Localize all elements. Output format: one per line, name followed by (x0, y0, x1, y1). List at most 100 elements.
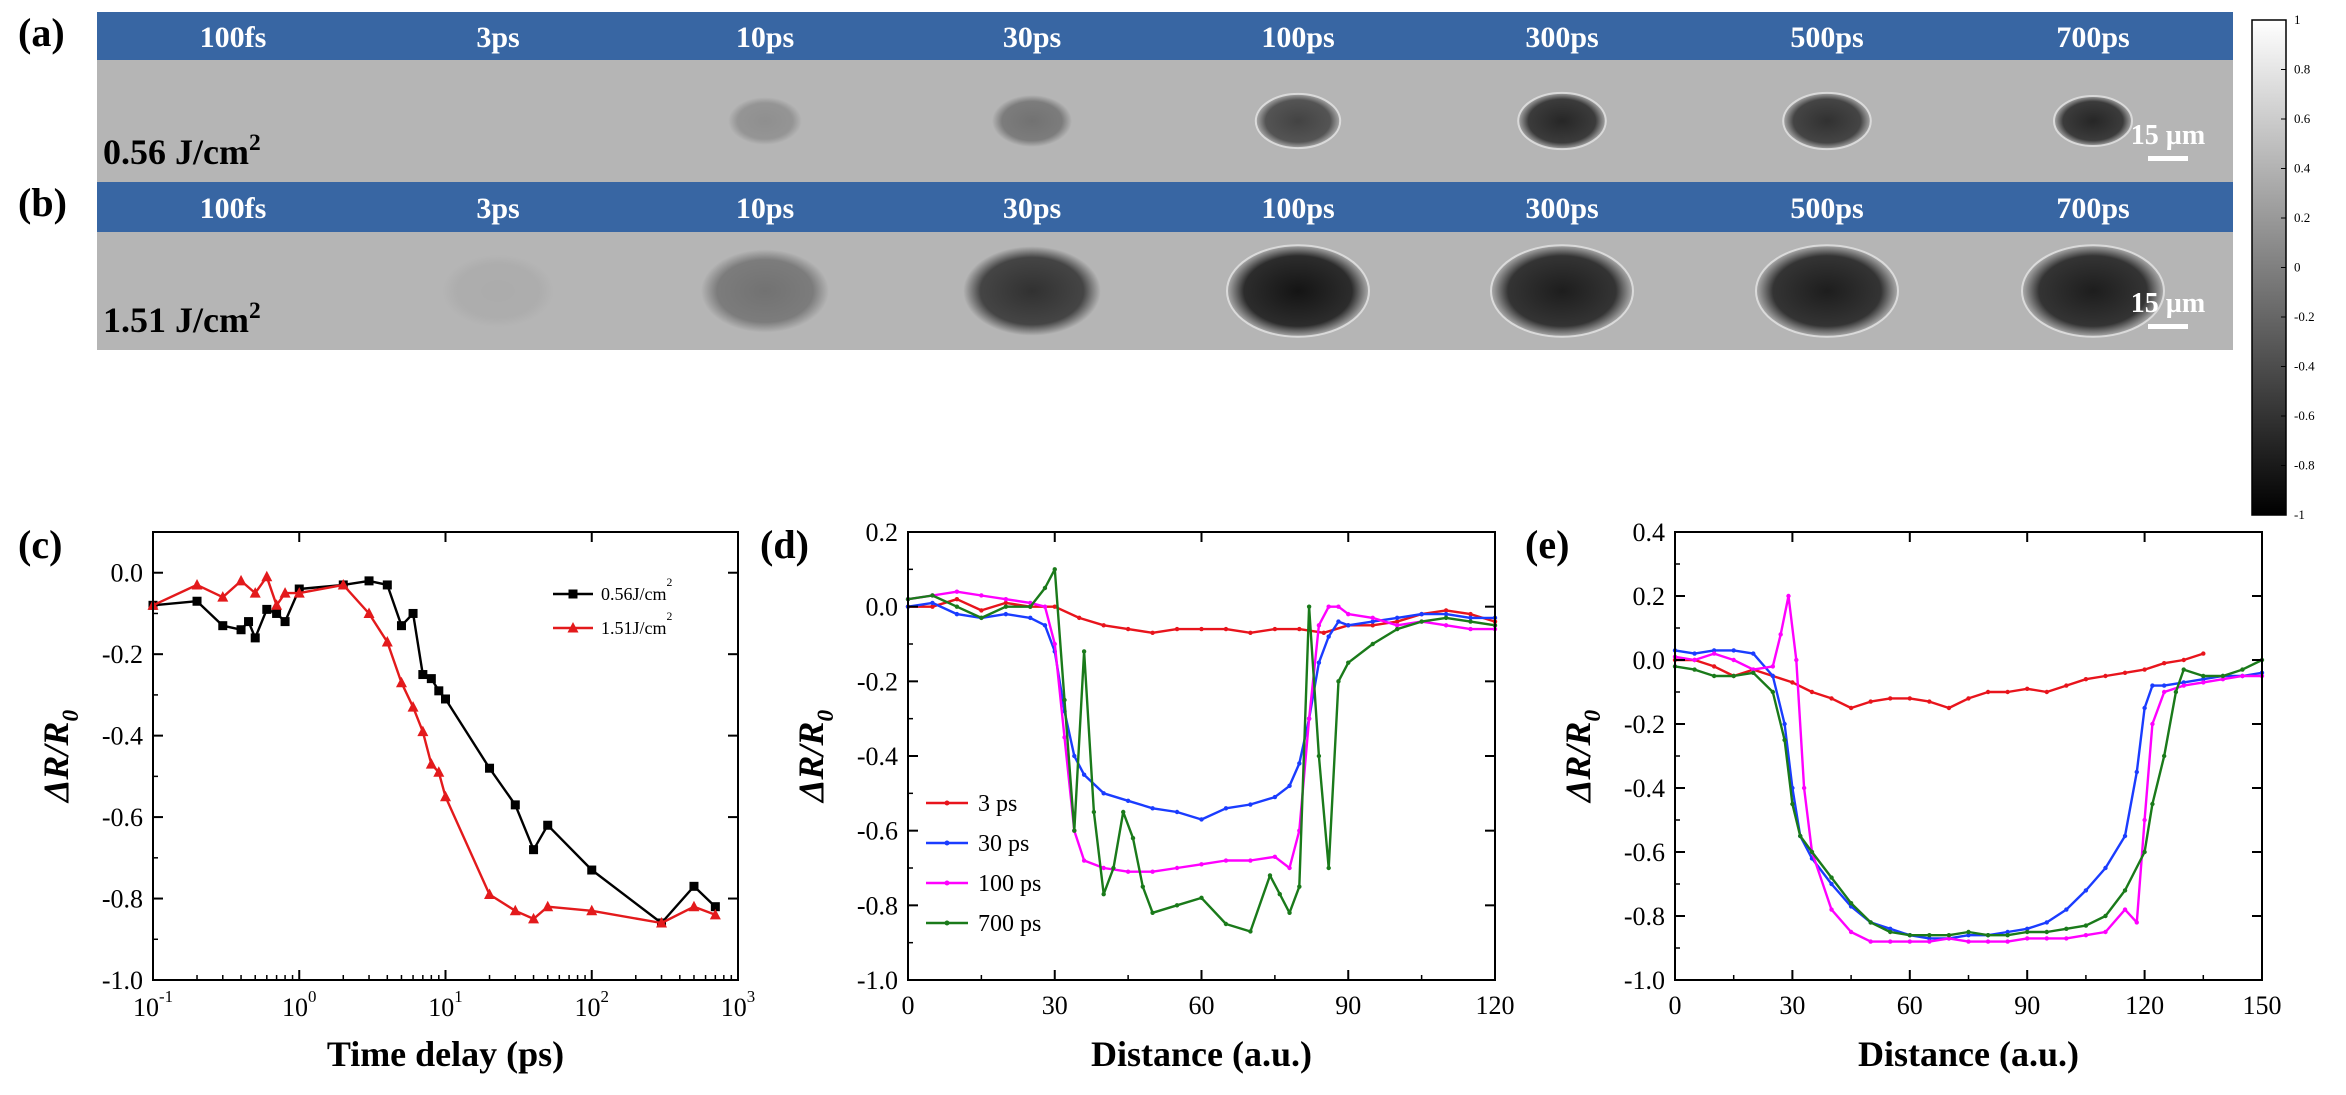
ablation-spot (2021, 244, 2165, 338)
x-tick-label-sup: 2 (601, 987, 609, 1006)
data-point (1101, 891, 1106, 897)
data-point (1985, 689, 1991, 695)
data-point (425, 758, 437, 769)
y-axis-title: ΔR/R0 (36, 710, 84, 805)
data-point (1316, 623, 1322, 628)
time-label: 30ps (1003, 192, 1061, 225)
data-point (440, 790, 451, 802)
legend-label-base: 1.51J/cm (601, 618, 667, 638)
data-point (2220, 673, 2226, 679)
data-point (2103, 913, 2108, 919)
data-point (2103, 929, 2108, 935)
time-label: 700ps (2056, 192, 2129, 225)
data-point (1419, 619, 1424, 624)
data-point (426, 674, 436, 684)
series-line (907, 601, 1495, 821)
ablation-spot (1226, 244, 1370, 338)
data-point (1809, 689, 1815, 695)
data-point (1966, 696, 1971, 701)
data-point (1711, 664, 1717, 669)
y-tick-label: 0.2 (866, 518, 899, 547)
x-tick-label: 120 (1476, 991, 1515, 1020)
data-point (2134, 920, 2139, 925)
data-point (1751, 670, 1756, 675)
y-tick-label: -0.2 (857, 667, 898, 696)
data-point (249, 587, 261, 598)
data-point (1248, 802, 1253, 807)
spot-rim (1517, 91, 1607, 151)
y-tick-label: 0.2 (1633, 582, 1666, 611)
time-label: 500ps (1790, 21, 1863, 54)
legend-label: 100 ps (978, 871, 1041, 897)
panel-label: (a) (18, 10, 65, 55)
data-point (1326, 634, 1331, 639)
time-label: 500ps (1790, 192, 1863, 225)
y-tick-label: -0.8 (1624, 902, 1665, 931)
fluence-label: 0.56 J/cm2 (103, 130, 261, 172)
data-point (954, 604, 960, 609)
data-point (1868, 699, 1873, 704)
data-point (1770, 664, 1776, 669)
data-point (1306, 716, 1312, 721)
data-point (1809, 849, 1815, 855)
data-point (1946, 705, 1952, 711)
colorbar-tick-label: 0.6 (2294, 111, 2311, 126)
data-point (337, 578, 349, 590)
data-point (1042, 585, 1048, 591)
y-tick-label: 0.0 (866, 593, 899, 622)
data-point (1248, 630, 1253, 635)
legend-label-sup: 2 (667, 610, 673, 623)
data-point (2044, 689, 2049, 695)
legend-marker (944, 840, 950, 846)
panel-label: (b) (18, 180, 67, 225)
data-point (1223, 806, 1229, 811)
data-point (1267, 873, 1273, 878)
data-point (1927, 699, 1932, 704)
charts: (c)10-1 100 101 102 1030.0-0.2-0.4-0.6-0.8-1… (18, 518, 2282, 1074)
data-point (1927, 939, 1932, 944)
data-point (2240, 673, 2245, 679)
data-point (2161, 683, 2167, 688)
image-rows: (a) 100fs 3ps 10ps 30ps 100ps 300ps 500ps 700ps 0… (18, 10, 2233, 350)
data-point (1326, 865, 1331, 871)
data-point (2150, 721, 2155, 727)
data-point (689, 881, 699, 891)
data-point (1711, 651, 1717, 656)
spot-rim (1755, 244, 1899, 338)
data-point (1072, 828, 1077, 833)
data-point (1081, 649, 1087, 654)
data-point (1782, 737, 1787, 743)
data-point (1326, 604, 1331, 609)
data-point (1468, 619, 1473, 624)
spot-rim (1226, 244, 1370, 338)
spot-rim (1254, 92, 1342, 150)
data-point (1907, 696, 1913, 701)
time-label: 100fs (200, 21, 267, 54)
data-point (2201, 651, 2206, 656)
time-label: 3ps (476, 192, 519, 225)
data-point (2025, 929, 2030, 935)
colorbar-tick-label: -0.6 (2294, 408, 2315, 423)
data-point (1077, 615, 1082, 621)
data-point (2161, 689, 2167, 695)
colorbar-tick-label: 0.8 (2294, 62, 2310, 77)
legend-marker (568, 589, 578, 599)
x-tick-label-sup: 1 (454, 987, 462, 1006)
panel-label: (d) (760, 522, 809, 567)
data-point (709, 908, 721, 920)
data-point (2181, 667, 2186, 672)
data-point (235, 574, 247, 586)
data-point (2064, 683, 2069, 688)
data-point (1272, 854, 1278, 859)
data-point (1272, 626, 1278, 632)
spot-rim (1782, 91, 1872, 151)
data-point (1052, 641, 1057, 647)
data-point (1091, 809, 1097, 815)
data-point (1966, 933, 1971, 938)
series-line (1674, 658, 2263, 937)
data-point (1336, 604, 1341, 609)
ablation-spot (963, 246, 1101, 336)
data-point (1248, 929, 1253, 934)
ablation-spot (1517, 91, 1607, 151)
data-point (979, 593, 984, 598)
